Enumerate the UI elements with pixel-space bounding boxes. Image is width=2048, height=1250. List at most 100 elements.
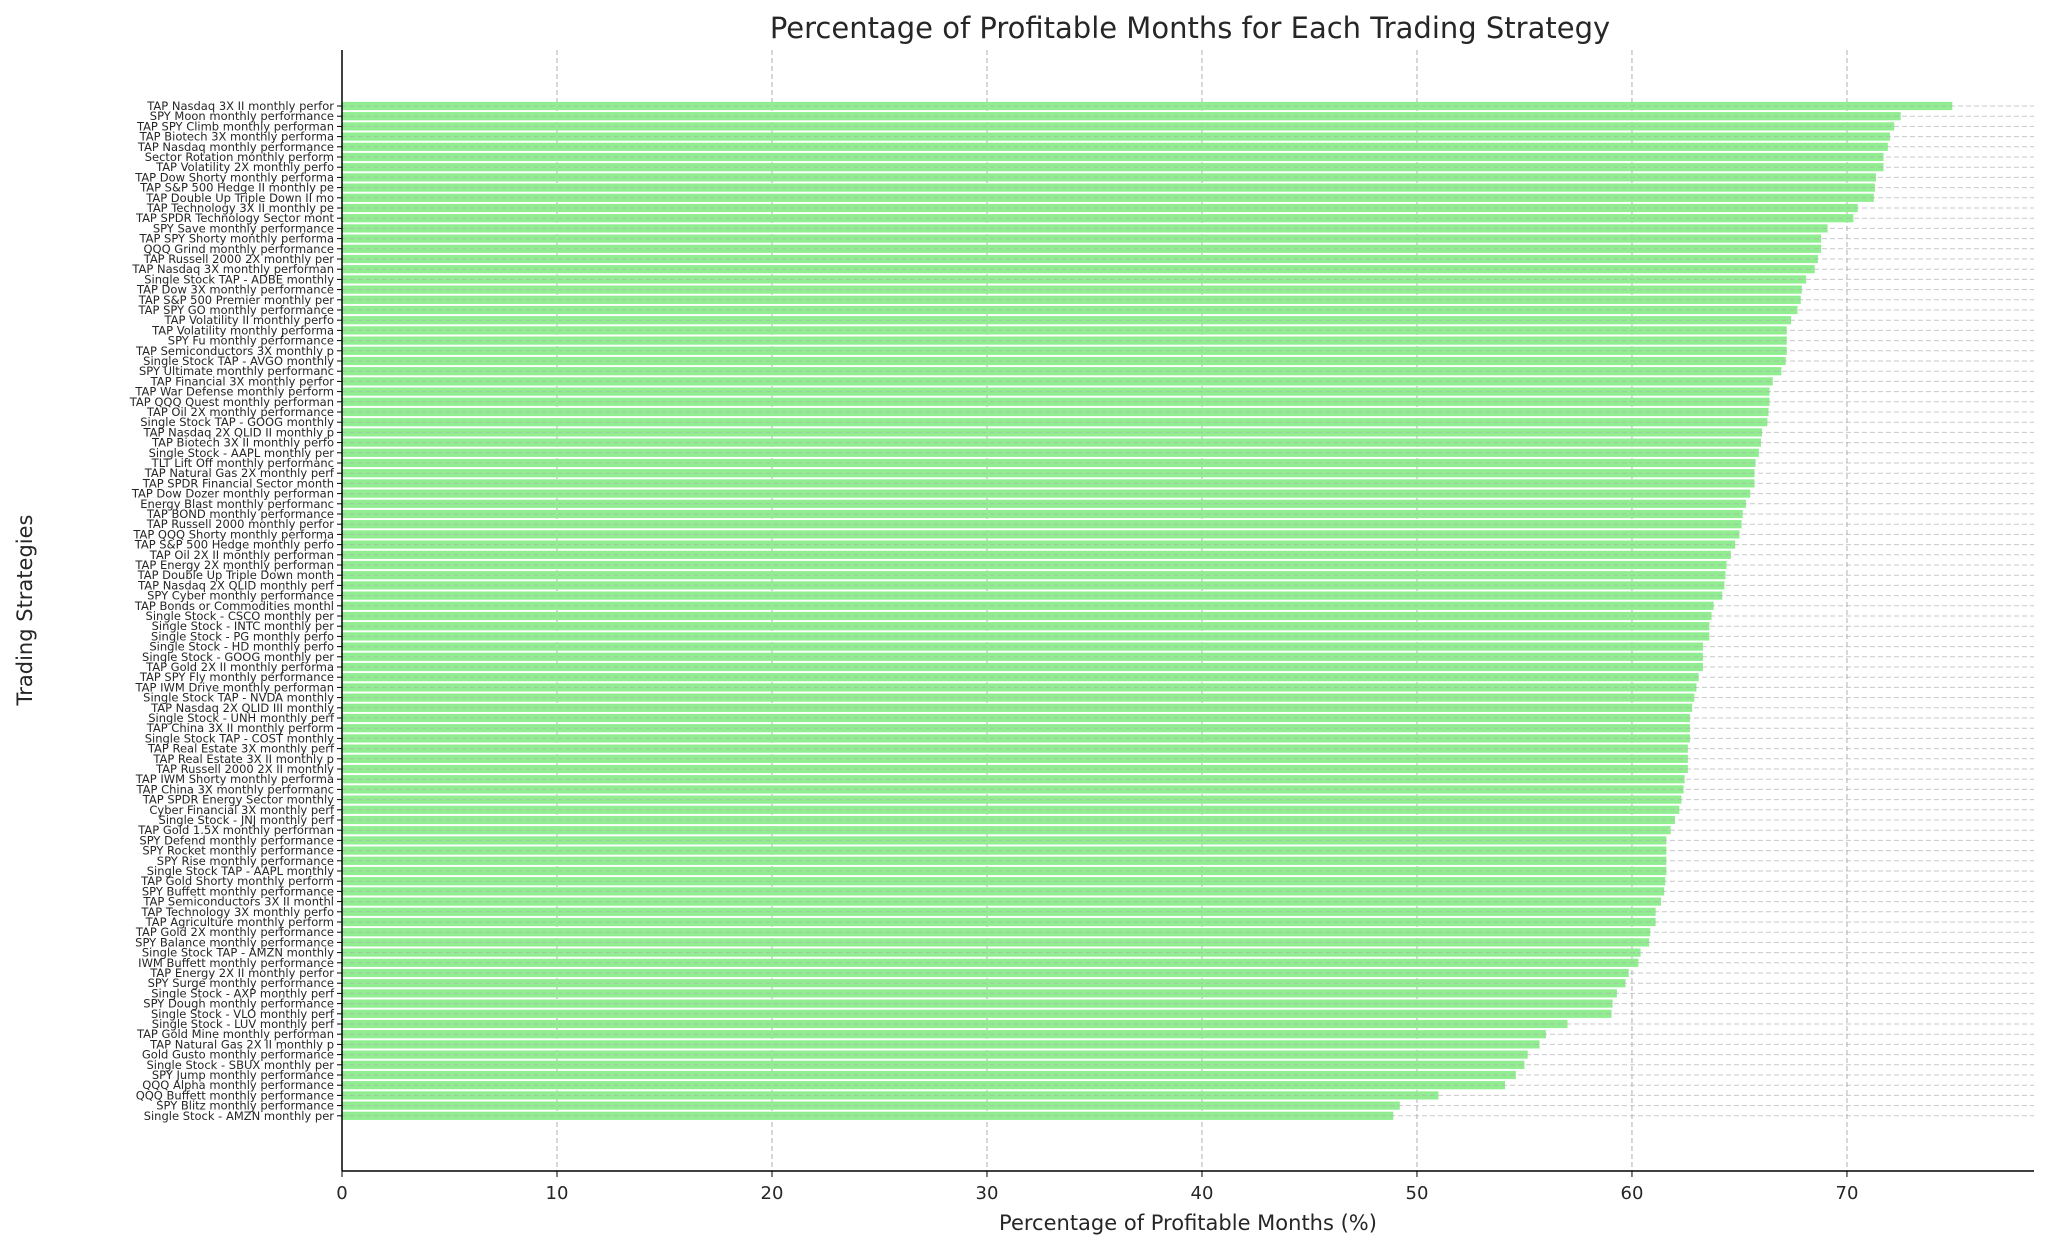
- x-axis-label: Percentage of Profitable Months (%): [999, 1211, 1377, 1235]
- bars: [342, 101, 1953, 1120]
- x-tick-labels: 0 10 20 30 40 50 60 70: [336, 1171, 1858, 1204]
- y-tick-label: Sector Rotation monthly perform: [145, 150, 334, 164]
- y-tick-label: TAP Nasdaq 2X QLID monthly perf: [137, 578, 335, 592]
- y-tick-label: TAP Energy 2X II monthly perfor: [149, 966, 334, 980]
- y-tick-label: SPY Balance monthly performance: [135, 935, 334, 949]
- bar: [342, 856, 1667, 865]
- y-tick-label: TAP Technology 3X monthly perfo: [140, 905, 334, 919]
- y-tick-label: TAP Oil 2X II monthly performan: [149, 548, 334, 562]
- y-tick-label: SPY Dough monthly performance: [143, 997, 334, 1011]
- y-tick-label: TAP Energy 2X monthly performan: [134, 558, 334, 572]
- y-tick-label: TAP Biotech 3X monthly performa: [139, 130, 334, 144]
- y-tick-label: TAP Volatility 2X monthly perfo: [155, 160, 334, 174]
- y-tick-label: Single Stock TAP - NVDA monthly: [143, 691, 334, 705]
- y-tick-label: TAP S&P 500 Hedge II monthly pe: [139, 181, 334, 195]
- bar: [342, 305, 1798, 315]
- y-tick-label: TAP SPY Fly monthly performance: [139, 670, 334, 684]
- bar: [342, 795, 1682, 804]
- bar: [342, 836, 1667, 845]
- bar: [342, 928, 1651, 937]
- bar: [342, 887, 1665, 896]
- y-tick-label: TAP SPDR Energy Sector monthly: [142, 793, 334, 807]
- y-tick-label: SPY Cyber monthly performance: [147, 589, 334, 603]
- y-tick-label: TAP Volatility monthly performa: [151, 323, 334, 337]
- y-tick-label: TAP War Defense monthly perform: [134, 385, 334, 399]
- y-axis-label: Trading Strategies: [13, 515, 37, 707]
- y-tick-label: TAP IWM Shorty monthly performa: [135, 772, 334, 786]
- y-tick-label: SPY Buffett monthly performance: [142, 884, 334, 898]
- y-tick-label: TAP Russell 2000 2X monthly per: [143, 252, 335, 266]
- y-tick-label: Single Stock - AXP monthly perf: [151, 986, 335, 1000]
- y-tick-label: TAP S&P 500 Premier monthly per: [138, 293, 335, 307]
- y-tick-label: TAP Natural Gas 2X II monthly p: [149, 1037, 334, 1051]
- y-tick-label: TAP Gold Shorty monthly perform: [140, 874, 334, 888]
- bar: [342, 173, 1876, 182]
- chart-title: Percentage of Profitable Months for Each…: [770, 11, 1610, 45]
- bar: [342, 683, 1697, 692]
- y-tick-label: Single Stock - AAPL monthly per: [149, 446, 335, 460]
- y-tick-label: TAP QQQ Shorty monthly performa: [132, 527, 334, 541]
- bar: [342, 938, 1650, 947]
- bar: [342, 101, 1953, 111]
- bar: [342, 1040, 1540, 1049]
- y-tick-label: SPY Rocket monthly performance: [142, 844, 334, 858]
- x-tick-label: 50: [1406, 1183, 1429, 1204]
- y-tick-label: TAP Semiconductors 3X II monthl: [142, 895, 334, 909]
- y-tick-label: TAP BOND monthly performance: [146, 507, 334, 521]
- y-tick-label: Single Stock - HD monthly perfo: [149, 640, 334, 654]
- y-tick-label: Single Stock - GOOG monthly per: [142, 650, 334, 664]
- y-tick-label: TAP SPDR Technology Sector mont: [135, 211, 335, 225]
- y-tick-label: Cyber Financial 3X monthly perf: [149, 803, 335, 817]
- bar: [342, 183, 1875, 192]
- y-tick-label: TAP China 3X II monthly perform: [146, 721, 334, 735]
- y-tick-label: TAP QQQ Quest monthly performan: [129, 395, 334, 409]
- bar: [342, 866, 1667, 876]
- y-tick-label: TAP Dow Shorty monthly performa: [134, 170, 334, 184]
- y-tick-label: TAP Biotech 3X II monthly perfo: [151, 436, 334, 450]
- x-tick-label: 10: [546, 1183, 569, 1204]
- y-tick-label: TAP Russell 2000 2X II monthly: [155, 762, 334, 776]
- y-tick-label: SPY Moon monthly performance: [150, 109, 334, 123]
- y-tick-label: Single Stock TAP - AMZN monthly: [142, 946, 334, 960]
- y-tick-label: TAP SPY Shorty monthly performa: [138, 232, 334, 246]
- bar: [342, 673, 1699, 682]
- y-tick-label: TAP Financial 3X monthly perfor: [150, 374, 335, 388]
- y-tick-label: TAP Volatility II monthly perfo: [163, 313, 334, 327]
- x-tick-label: 30: [976, 1183, 999, 1204]
- y-tick-label: TAP Dow Dozer monthly performan: [131, 487, 334, 501]
- bar: [342, 428, 1763, 437]
- y-tick-label: SPY Blitz monthly performance: [156, 1099, 334, 1113]
- y-tick-label: Single Stock TAP - COST monthly: [145, 731, 334, 745]
- y-tick-label: TAP SPY Climb monthly performan: [136, 119, 334, 133]
- y-tick-label: Single Stock - CSCO monthly per: [146, 609, 335, 623]
- y-tick-label: QQQ Alpha monthly performance: [142, 1078, 334, 1092]
- y-tick-label: Single Stock TAP - GOOG monthly: [140, 415, 334, 429]
- y-tick-label: Single Stock - UNH monthly perf: [148, 711, 335, 725]
- bar: [342, 775, 1685, 784]
- y-tick-label: TAP Gold 2X monthly performance: [135, 925, 334, 939]
- bar: [342, 601, 1714, 610]
- y-tick-label: SPY Defend monthly performance: [139, 833, 334, 847]
- y-tick-label: TAP China 3X monthly performanc: [136, 782, 335, 796]
- y-tick-label: TAP IWM Drive monthly performan: [135, 680, 334, 694]
- y-tick-label: TAP Semiconductors 3X monthly p: [135, 344, 334, 358]
- y-tick-label: SPY Jump monthly performance: [152, 1068, 334, 1082]
- y-tick-label: TAP Double Up Triple Down month: [137, 568, 334, 582]
- y-tick-label: TAP Agriculture monthly perform: [145, 915, 334, 929]
- bar: [342, 1081, 1506, 1090]
- y-tick-label: SPY Fu monthly performance: [168, 334, 334, 348]
- y-tick-label: QQQ Grind monthly performance: [143, 242, 334, 256]
- y-tick-label: TAP S&P 500 Hedge monthly perfo: [134, 538, 334, 552]
- y-tick-label: TAP Gold 1.5X monthly performan: [137, 823, 334, 837]
- y-tick-label: Energy Blast monthly performanc: [140, 497, 334, 511]
- x-tick-label: 70: [1836, 1183, 1859, 1204]
- y-tick-label: TAP Dow 3X monthly performance: [136, 283, 334, 297]
- bar: [342, 438, 1761, 447]
- y-tick-label: TAP Nasdaq monthly performance: [137, 140, 334, 154]
- y-tick-label: TAP SPY GO monthly performance: [138, 303, 335, 317]
- y-tick-label: TAP Natural Gas 2X monthly perf: [144, 466, 335, 480]
- y-tick-label: TAP Real Estate 3X II monthly p: [152, 752, 334, 766]
- bar: [342, 132, 1890, 141]
- bar: [342, 224, 1828, 233]
